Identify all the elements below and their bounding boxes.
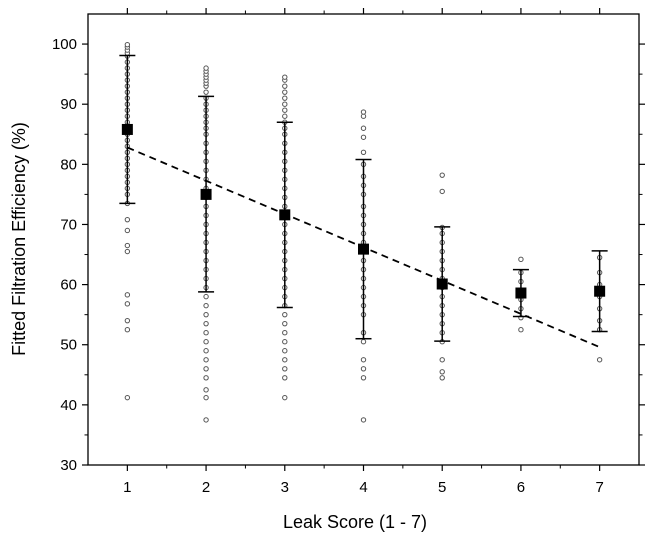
x-tick-label: 6 [517, 479, 525, 496]
raw-data-point [203, 302, 209, 309]
raw-data-point [282, 83, 288, 89]
raw-data-point [282, 89, 288, 95]
mean-marker [358, 243, 369, 255]
raw-data-point [203, 293, 209, 300]
x-axis-title: Leak Score (1 - 7) [283, 512, 427, 532]
axes-layer: 30 40 50 60 70 80 90 100 1 2 3 4 5 6 7 [52, 8, 645, 496]
raw-data-point [203, 348, 209, 354]
raw-data-point [360, 149, 367, 156]
raw-data-point [282, 311, 288, 318]
raw-data-point [124, 301, 131, 307]
raw-data-point [124, 292, 131, 298]
raw-data-point [282, 74, 288, 80]
raw-data-point [124, 248, 131, 255]
raw-data-point [360, 125, 367, 131]
raw-data-point [124, 41, 131, 48]
raw-data-point [360, 339, 367, 345]
y-tick-label: 80 [60, 156, 77, 173]
mean-marker [436, 278, 448, 290]
raw-data-point [596, 357, 603, 363]
y-tick-label: 50 [60, 337, 77, 354]
raw-data-point [124, 216, 131, 223]
mean-marker [200, 188, 212, 200]
raw-data-point [203, 89, 209, 95]
raw-data-point [203, 366, 209, 372]
raw-data-point [282, 107, 288, 113]
y-tick-label: 30 [60, 457, 77, 474]
raw-data-point [360, 134, 367, 140]
raw-data-point [203, 339, 209, 345]
raw-data-point [282, 366, 288, 372]
raw-data-point [282, 320, 288, 327]
raw-data-point [124, 394, 131, 401]
raw-data-point [360, 357, 367, 363]
x-tick-label: 5 [438, 479, 446, 496]
x-tick-label: 3 [281, 479, 289, 496]
raw-data-point [203, 417, 209, 423]
raw-data-point [439, 172, 445, 178]
raw-data-point [124, 227, 131, 234]
raw-data-point [282, 394, 288, 401]
raw-data-point [282, 375, 288, 381]
y-axis-title: Fitted Filtration Efficiency (%) [9, 122, 29, 356]
raw-data-point [518, 327, 524, 333]
raw-data-point [282, 330, 288, 336]
error-bars-layer [119, 54, 608, 342]
mean-marker [515, 287, 527, 299]
raw-data-point [439, 357, 445, 363]
raw-data-point [203, 320, 209, 327]
raw-data-point [124, 327, 131, 333]
raw-data-point [203, 357, 209, 363]
y-tick-label: 70 [60, 216, 77, 233]
x-tick-label: 2 [202, 479, 210, 496]
raw-data-point [282, 113, 288, 119]
x-tick-label: 7 [595, 479, 603, 496]
raw-data-point [282, 339, 288, 345]
raw-data-point [203, 375, 209, 381]
raw-data-point [203, 65, 209, 71]
mean-marker [279, 209, 291, 221]
y-tick-label: 100 [52, 36, 77, 53]
y-tick-label: 60 [60, 277, 77, 294]
mean-marker [121, 123, 133, 135]
mean-marker [594, 285, 606, 297]
raw-data-point [439, 369, 445, 375]
mean-markers-layer [121, 123, 606, 299]
raw-data-point [203, 311, 209, 318]
raw-data-point [282, 95, 288, 101]
raw-data-point [360, 375, 367, 381]
x-tick-label: 1 [123, 479, 131, 496]
raw-data-point [282, 101, 288, 107]
raw-data-point [282, 348, 288, 354]
y-tick-label: 90 [60, 96, 77, 113]
raw-data-point [518, 256, 524, 263]
x-tick-label: 4 [359, 479, 367, 496]
raw-data-point [203, 394, 209, 401]
raw-data-point [203, 330, 209, 336]
raw-data-point [282, 357, 288, 363]
y-tick-label: 40 [60, 397, 77, 414]
raw-data-point [360, 366, 367, 372]
raw-data-point [124, 242, 131, 249]
raw-data-point [360, 109, 367, 115]
raw-data-point [439, 375, 445, 381]
raw-data-point [360, 417, 367, 423]
raw-data-point [124, 317, 131, 324]
raw-data-point [439, 188, 445, 195]
raw-data-point [203, 387, 209, 393]
